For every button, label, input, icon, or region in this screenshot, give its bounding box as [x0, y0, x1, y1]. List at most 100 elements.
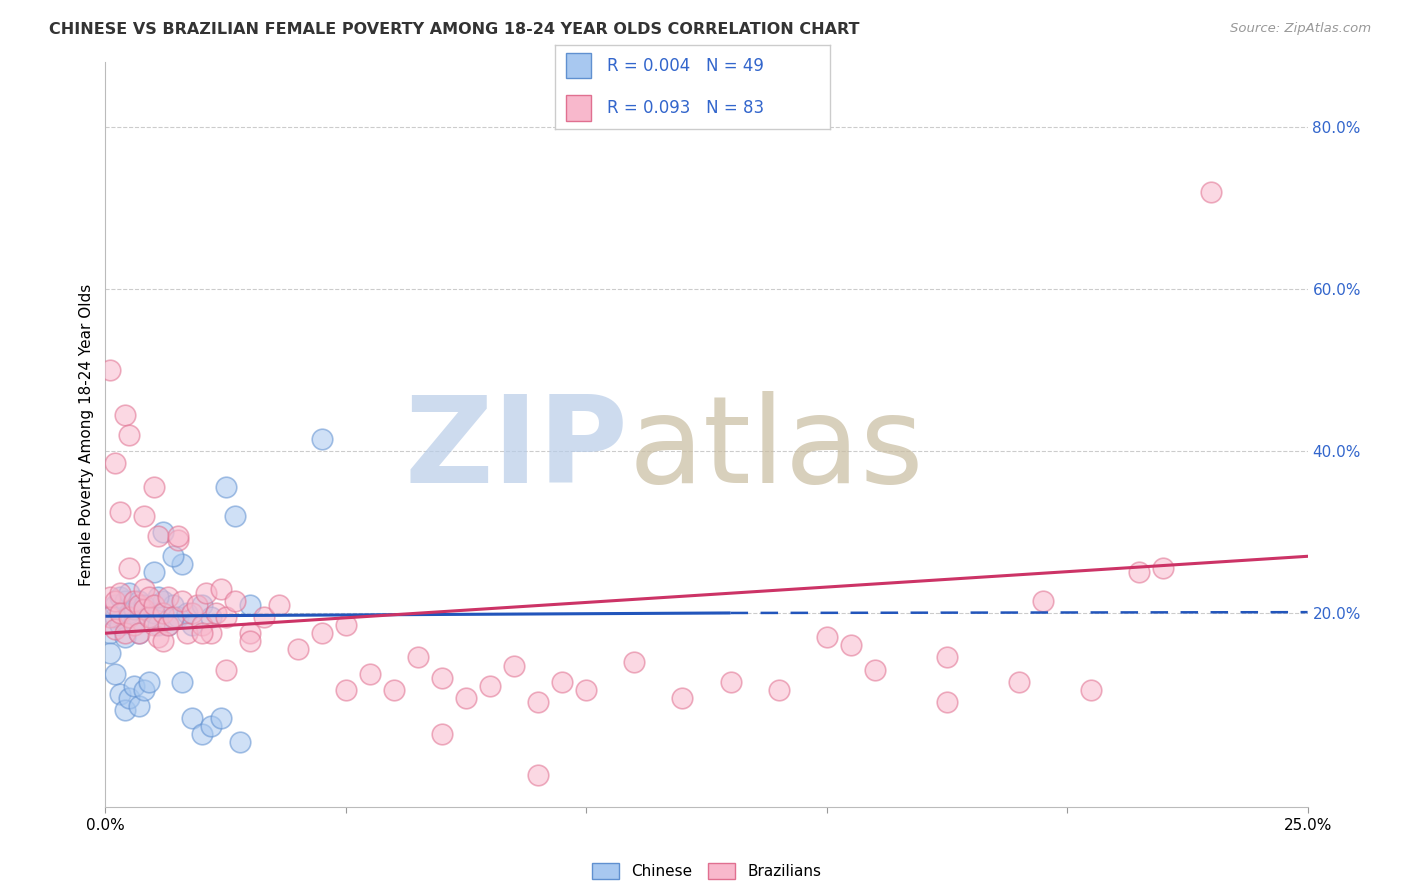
- Point: [124, 602, 146, 616]
- Point: [104, 610, 127, 624]
- Point: [671, 690, 693, 705]
- Point: [209, 582, 232, 596]
- Point: [128, 699, 150, 714]
- Point: [104, 594, 127, 608]
- Point: [162, 598, 184, 612]
- Point: [527, 695, 550, 709]
- Point: [239, 598, 262, 612]
- Point: [224, 508, 246, 523]
- Point: [863, 663, 886, 677]
- Point: [166, 533, 188, 547]
- Point: [124, 614, 146, 628]
- Point: [1201, 185, 1223, 199]
- Bar: [567, 95, 591, 120]
- Point: [142, 566, 165, 580]
- Point: [839, 638, 862, 652]
- Point: [166, 529, 188, 543]
- Point: [148, 618, 170, 632]
- Point: [104, 456, 127, 470]
- Legend: Chinese, Brazilians: Chinese, Brazilians: [585, 857, 828, 885]
- Point: [575, 682, 598, 697]
- Point: [128, 598, 150, 612]
- Point: [1152, 561, 1174, 575]
- Point: [104, 598, 127, 612]
- Point: [124, 594, 146, 608]
- Point: [176, 626, 198, 640]
- Point: [551, 674, 574, 689]
- Point: [118, 606, 141, 620]
- Point: [623, 655, 645, 669]
- Point: [166, 610, 188, 624]
- Point: [172, 594, 194, 608]
- Point: [172, 674, 194, 689]
- Point: [128, 626, 150, 640]
- Text: Source: ZipAtlas.com: Source: ZipAtlas.com: [1230, 22, 1371, 36]
- Point: [287, 642, 309, 657]
- Point: [186, 598, 208, 612]
- Point: [98, 363, 121, 377]
- Point: [214, 480, 236, 494]
- Point: [98, 626, 121, 640]
- Point: [311, 432, 333, 446]
- Point: [503, 658, 526, 673]
- Point: [172, 558, 194, 572]
- Point: [114, 626, 136, 640]
- Point: [209, 711, 232, 725]
- Point: [162, 610, 184, 624]
- Point: [124, 679, 146, 693]
- Point: [132, 602, 155, 616]
- Point: [1008, 674, 1031, 689]
- Point: [118, 610, 141, 624]
- Point: [176, 606, 198, 620]
- Point: [406, 650, 429, 665]
- Point: [200, 719, 222, 733]
- Point: [190, 598, 212, 612]
- Point: [162, 549, 184, 564]
- Point: [190, 727, 212, 741]
- Point: [156, 618, 179, 632]
- Point: [132, 508, 155, 523]
- Point: [98, 590, 121, 604]
- Point: [108, 585, 131, 599]
- Point: [768, 682, 790, 697]
- Point: [128, 626, 150, 640]
- Point: [239, 626, 262, 640]
- Point: [214, 610, 236, 624]
- Text: R = 0.004   N = 49: R = 0.004 N = 49: [607, 57, 765, 75]
- Point: [132, 582, 155, 596]
- Point: [152, 594, 174, 608]
- Point: [382, 682, 405, 697]
- Text: ZIP: ZIP: [405, 392, 628, 508]
- Point: [239, 634, 262, 648]
- Point: [148, 529, 170, 543]
- Point: [205, 606, 228, 620]
- Point: [181, 618, 204, 632]
- Point: [142, 480, 165, 494]
- Point: [335, 618, 357, 632]
- Point: [454, 690, 477, 705]
- Point: [936, 695, 959, 709]
- Point: [118, 561, 141, 575]
- Point: [114, 703, 136, 717]
- Point: [138, 590, 160, 604]
- Point: [104, 622, 127, 636]
- Point: [108, 618, 131, 632]
- Point: [152, 524, 174, 539]
- Point: [114, 630, 136, 644]
- Point: [114, 408, 136, 422]
- Point: [181, 606, 204, 620]
- Point: [720, 674, 742, 689]
- Point: [98, 647, 121, 661]
- Point: [152, 606, 174, 620]
- Point: [142, 606, 165, 620]
- Point: [190, 618, 212, 632]
- Text: CHINESE VS BRAZILIAN FEMALE POVERTY AMONG 18-24 YEAR OLDS CORRELATION CHART: CHINESE VS BRAZILIAN FEMALE POVERTY AMON…: [49, 22, 859, 37]
- Point: [118, 690, 141, 705]
- Point: [114, 594, 136, 608]
- Point: [527, 768, 550, 782]
- Point: [267, 598, 290, 612]
- Point: [200, 626, 222, 640]
- Point: [128, 594, 150, 608]
- Point: [156, 618, 179, 632]
- Point: [132, 682, 155, 697]
